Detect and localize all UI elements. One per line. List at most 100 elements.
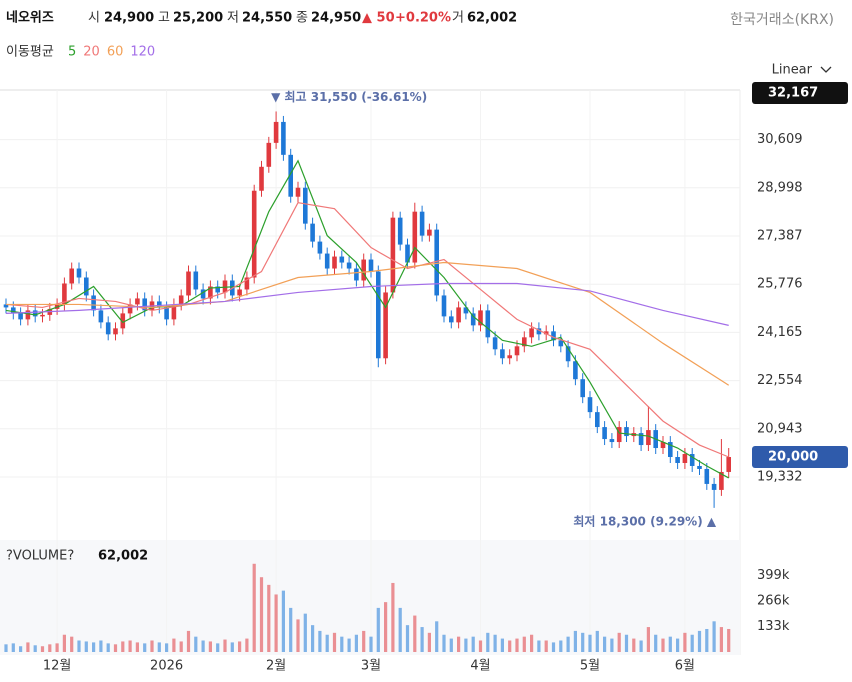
volume-bar xyxy=(500,638,504,652)
volume-bar xyxy=(646,627,650,652)
candle-body xyxy=(689,454,695,466)
volume-title: ?VOLUME? xyxy=(6,549,74,564)
y-tick-label: 25,776 xyxy=(757,277,803,292)
volume-bar xyxy=(508,640,512,652)
volume-last: 62,002 xyxy=(98,549,148,564)
volume-bar xyxy=(442,634,446,652)
volume-bar xyxy=(4,644,8,652)
volume-bar xyxy=(427,632,431,652)
candle-body xyxy=(171,304,177,320)
candle-body xyxy=(62,283,67,305)
volume-bar xyxy=(471,636,475,652)
volume-bar xyxy=(11,643,15,652)
volume-bar xyxy=(668,636,672,652)
candle-body xyxy=(91,295,96,311)
volume-bar xyxy=(99,640,103,652)
candle-body xyxy=(113,328,118,335)
candle-body xyxy=(660,442,666,449)
volume-bar xyxy=(384,602,388,652)
volume-bar xyxy=(690,634,694,652)
candle-body xyxy=(310,223,315,242)
candle-body xyxy=(456,307,461,323)
annotation: ▼ 최고 31,550 (-36.61%) xyxy=(271,89,427,104)
volume-bar xyxy=(413,615,417,652)
volume-bar xyxy=(55,643,59,652)
y-tick-label: 19,332 xyxy=(757,469,803,484)
volume-bar xyxy=(486,632,490,652)
candle-body xyxy=(105,322,111,335)
volume-bar xyxy=(639,640,643,652)
volume-bar xyxy=(267,584,271,652)
candle-body xyxy=(25,310,31,320)
volume-bar xyxy=(420,627,424,652)
volume-bar xyxy=(113,644,118,652)
volume-bar xyxy=(354,634,358,652)
candle-body xyxy=(288,154,293,197)
candle-body xyxy=(470,313,476,326)
candle-body xyxy=(303,187,308,224)
candle-body xyxy=(157,301,162,308)
volume-bar xyxy=(106,643,110,652)
label: 저 xyxy=(227,11,239,26)
price-marker xyxy=(752,81,848,104)
volume-bar xyxy=(398,607,402,652)
volume-bar xyxy=(405,625,410,652)
candle-body xyxy=(587,397,593,413)
dropdown-icon[interactable] xyxy=(820,66,832,73)
y-tick-label: 28,998 xyxy=(757,180,803,195)
volume-bar xyxy=(157,642,161,652)
volume-bar xyxy=(186,630,191,652)
x-tick-label: 12월 xyxy=(43,659,72,674)
candle-body xyxy=(412,211,418,263)
volume-bar xyxy=(362,630,366,652)
scale-toggle[interactable]: Linear xyxy=(772,63,813,78)
volume-bar xyxy=(332,632,337,652)
candle-body xyxy=(383,292,388,359)
volume-bar xyxy=(296,619,300,652)
candle-body xyxy=(164,307,169,320)
value: 24,550 xyxy=(242,11,292,26)
x-tick-label: 3월 xyxy=(361,659,381,674)
ma-line xyxy=(5,282,729,326)
volume-bar xyxy=(588,634,592,652)
volume-bar xyxy=(172,638,176,652)
candle-body xyxy=(543,331,549,335)
volume-bar xyxy=(194,636,198,652)
ma-legend: 60 xyxy=(107,45,124,60)
candle-body xyxy=(529,328,534,338)
volume-tick-label: 399k xyxy=(757,568,790,583)
candle-body xyxy=(711,483,717,490)
candle-body xyxy=(259,166,264,191)
candle-body xyxy=(675,457,680,463)
candle-body xyxy=(295,187,301,197)
candle-body xyxy=(324,253,330,269)
volume-bar xyxy=(340,636,344,652)
stock-name: 네오위즈 xyxy=(6,10,54,26)
candle-body xyxy=(500,349,505,359)
volume-bar xyxy=(661,638,665,652)
candle-body xyxy=(215,286,220,293)
volume-bar xyxy=(654,634,658,652)
candle-body xyxy=(558,340,564,347)
y-tick-label: 22,554 xyxy=(757,373,803,388)
candle-body xyxy=(390,217,396,293)
volume-bar xyxy=(391,582,395,652)
volume-bar xyxy=(150,640,154,652)
candle-body xyxy=(186,271,191,296)
volume-bar xyxy=(515,638,519,652)
x-tick-label: 5월 xyxy=(580,659,600,674)
volume-bar xyxy=(603,636,607,652)
volume-bar xyxy=(311,625,315,652)
ma-line xyxy=(6,261,730,386)
volume-bar xyxy=(318,630,322,652)
candle-body xyxy=(704,468,710,484)
candle-body xyxy=(266,142,272,167)
volume-bar xyxy=(135,642,139,652)
volume-bar xyxy=(245,638,249,652)
candle-body xyxy=(251,190,257,278)
volume-bar xyxy=(303,613,307,652)
value: 25,200 xyxy=(173,11,223,26)
candle-body xyxy=(120,313,126,329)
candle-body xyxy=(419,211,425,236)
candle-body xyxy=(11,307,16,314)
